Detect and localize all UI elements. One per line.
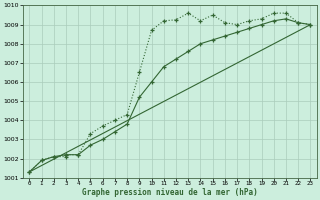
X-axis label: Graphe pression niveau de la mer (hPa): Graphe pression niveau de la mer (hPa) — [82, 188, 258, 197]
